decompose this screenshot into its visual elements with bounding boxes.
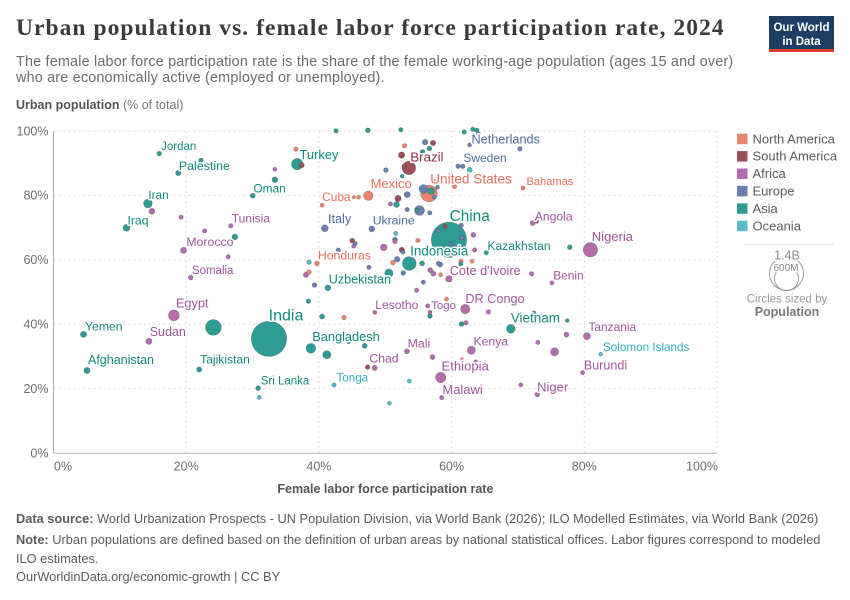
svg-text:Ethiopia: Ethiopia <box>442 358 490 373</box>
svg-text:20%: 20% <box>23 382 48 396</box>
svg-text:Jordan: Jordan <box>161 141 196 153</box>
svg-text:Somalia: Somalia <box>192 265 234 277</box>
svg-text:Afghanistan: Afghanistan <box>88 353 154 367</box>
svg-text:Tonga: Tonga <box>337 372 369 385</box>
svg-text:Tanzania: Tanzania <box>588 320 636 334</box>
svg-text:Vietnam: Vietnam <box>511 311 560 326</box>
svg-text:Benin: Benin <box>553 268 583 282</box>
svg-text:600M: 600M <box>773 263 798 274</box>
svg-text:Togo: Togo <box>431 300 456 312</box>
svg-text:Lesotho: Lesotho <box>375 298 418 312</box>
svg-text:United States: United States <box>430 172 512 187</box>
svg-text:Brazil: Brazil <box>410 149 443 164</box>
svg-text:Turkey: Turkey <box>300 147 339 162</box>
svg-text:0%: 0% <box>30 447 48 461</box>
svg-text:Oman: Oman <box>253 181 285 195</box>
svg-text:Oceania: Oceania <box>753 218 802 233</box>
svg-text:80%: 80% <box>572 460 597 474</box>
svg-text:100%: 100% <box>17 124 49 138</box>
svg-text:Nigeria: Nigeria <box>592 229 634 244</box>
svg-text:Sri Lanka: Sri Lanka <box>261 376 310 388</box>
svg-text:Morocco: Morocco <box>186 235 233 249</box>
svg-text:China: China <box>450 208 491 225</box>
svg-text:Malawi: Malawi <box>442 382 483 397</box>
svg-text:20%: 20% <box>174 460 199 474</box>
svg-text:Population: Population <box>755 305 820 319</box>
svg-text:Sudan: Sudan <box>150 325 186 339</box>
svg-text:Female labor force participati: Female labor force participation rate <box>277 482 493 496</box>
svg-text:1.4B: 1.4B <box>774 249 800 263</box>
svg-text:Uzbekistan: Uzbekistan <box>329 273 391 287</box>
svg-text:Egypt: Egypt <box>176 297 209 311</box>
svg-text:60%: 60% <box>439 460 464 474</box>
svg-text:Sweden: Sweden <box>463 151 506 165</box>
svg-text:Ukraine: Ukraine <box>373 214 415 228</box>
svg-text:Mali: Mali <box>408 336 431 350</box>
svg-text:Circles sized by: Circles sized by <box>747 294 828 306</box>
svg-text:0%: 0% <box>54 460 72 474</box>
svg-text:Solomon Islands: Solomon Islands <box>603 341 690 354</box>
svg-text:Palestine: Palestine <box>179 159 230 173</box>
svg-text:Yemen: Yemen <box>85 320 123 334</box>
svg-text:Africa: Africa <box>753 166 787 181</box>
svg-text:Bangladesh: Bangladesh <box>312 329 380 344</box>
svg-text:Kazakhstan: Kazakhstan <box>487 239 550 253</box>
svg-text:Honduras: Honduras <box>318 248 371 262</box>
svg-text:Tajikistan: Tajikistan <box>200 353 250 367</box>
svg-text:Mexico: Mexico <box>371 176 412 191</box>
svg-text:Asia: Asia <box>753 201 779 216</box>
svg-text:Burundi: Burundi <box>584 359 627 373</box>
svg-text:Indonesia: Indonesia <box>410 244 469 259</box>
svg-text:Cuba: Cuba <box>322 190 351 204</box>
svg-text:Chad: Chad <box>369 351 398 365</box>
svg-text:Niger: Niger <box>537 379 569 394</box>
svg-text:Urban population (% of total): Urban population (% of total) <box>16 98 183 112</box>
svg-text:Kenya: Kenya <box>474 334 509 348</box>
svg-text:North America: North America <box>753 131 836 146</box>
svg-text:Iran: Iran <box>148 188 168 202</box>
svg-text:60%: 60% <box>23 253 48 267</box>
svg-text:80%: 80% <box>23 189 48 203</box>
svg-text:40%: 40% <box>306 460 331 474</box>
svg-text:Iraq: Iraq <box>127 213 148 227</box>
svg-text:DR Congo: DR Congo <box>465 292 524 306</box>
svg-text:Tunisia: Tunisia <box>232 211 271 225</box>
svg-text:South America: South America <box>753 149 838 164</box>
svg-text:Cote d'Ivoire: Cote d'Ivoire <box>450 264 521 278</box>
svg-text:Angola: Angola <box>535 210 573 224</box>
svg-text:Italy: Italy <box>328 212 352 226</box>
svg-text:40%: 40% <box>23 318 48 332</box>
svg-text:Bahamas: Bahamas <box>526 176 573 188</box>
svg-text:India: India <box>269 307 304 324</box>
svg-text:Europe: Europe <box>753 184 795 199</box>
svg-text:100%: 100% <box>686 460 718 474</box>
svg-text:Netherlands: Netherlands <box>471 132 539 146</box>
